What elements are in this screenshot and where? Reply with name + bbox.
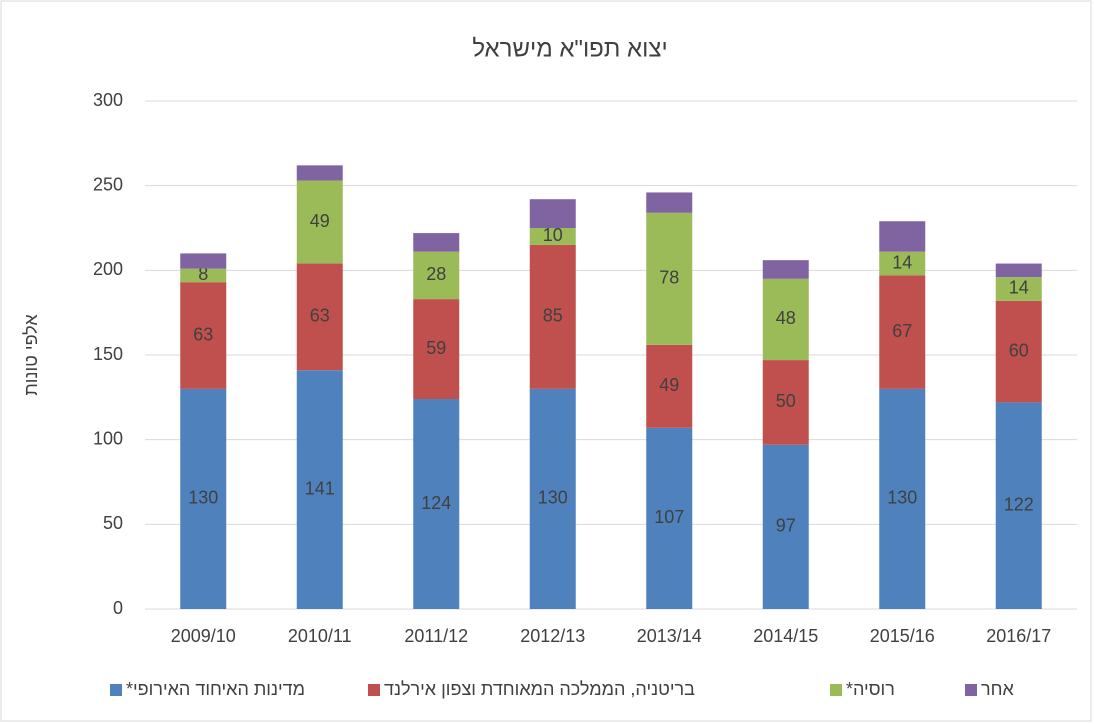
- bar-segment: [529, 244, 576, 389]
- bar-segment: [646, 344, 693, 428]
- data-label: 50: [776, 391, 796, 411]
- data-label: 28: [426, 264, 446, 284]
- bar-segment: [413, 399, 460, 609]
- bar-segment: [180, 253, 227, 269]
- x-tick-label: 2014/15: [753, 626, 818, 646]
- data-label: 97: [776, 516, 796, 536]
- legend-swatch: [830, 684, 842, 696]
- data-label: 130: [538, 488, 568, 508]
- legend-swatch: [110, 684, 122, 696]
- data-label: 85: [543, 306, 563, 326]
- data-label: 49: [310, 211, 330, 231]
- x-tick-label: 2012/13: [520, 626, 585, 646]
- data-label: 48: [776, 308, 796, 328]
- data-label: 63: [310, 306, 330, 326]
- y-tick-label: 50: [103, 513, 123, 533]
- y-tick-label: 100: [93, 428, 123, 448]
- data-label: 63: [193, 324, 213, 344]
- legend-swatch: [368, 684, 380, 696]
- data-label: 124: [421, 493, 451, 513]
- legend-label: מדינות האיחוד האירופי*: [126, 679, 305, 699]
- data-label: 8: [198, 264, 208, 284]
- data-label: 14: [1009, 278, 1029, 298]
- chart-title: יצוא תפו"א מישראל: [472, 35, 667, 62]
- data-label: 67: [892, 321, 912, 341]
- data-label: 130: [188, 488, 218, 508]
- bar-segment: [762, 260, 809, 279]
- legend-label: רוסיה*: [846, 679, 895, 699]
- bar-segment: [296, 165, 343, 181]
- bar-segment: [180, 268, 227, 283]
- bar-segment: [529, 388, 576, 609]
- bar-segment: [995, 277, 1042, 301]
- legend-label: אחר: [981, 679, 1014, 699]
- data-label: 78: [659, 268, 679, 288]
- x-tick-label: 2011/12: [404, 626, 468, 646]
- bar-segment: [762, 278, 809, 361]
- bar-segment: [296, 263, 343, 371]
- data-label: 10: [543, 225, 563, 245]
- bar-segment: [529, 199, 576, 228]
- bar-segment: [646, 192, 693, 213]
- y-tick-label: 150: [93, 344, 123, 364]
- bar-segment: [995, 263, 1042, 278]
- bar-segment: [995, 402, 1042, 609]
- bar-segment: [180, 388, 227, 609]
- y-tick-label: 300: [93, 90, 123, 110]
- bar-segment: [879, 221, 926, 252]
- data-label: 122: [1004, 494, 1034, 514]
- data-label: 49: [659, 375, 679, 395]
- bar-segment: [646, 212, 693, 345]
- data-label: 60: [1009, 340, 1029, 360]
- y-axis-label: אלפי טונות: [21, 314, 41, 396]
- y-tick-label: 250: [93, 174, 123, 194]
- legend-swatch: [965, 684, 977, 696]
- bar-segment: [879, 251, 926, 276]
- x-tick-label: 2016/17: [986, 626, 1051, 646]
- x-tick-label: 2013/14: [637, 626, 702, 646]
- bar-segment: [646, 427, 693, 609]
- data-label: 130: [887, 488, 917, 508]
- legend-label: בריטניה, הממלכה המאוחדת וצפון אירלנד: [384, 679, 695, 699]
- y-tick-label: 200: [93, 259, 123, 279]
- y-tick-label: 0: [113, 598, 123, 618]
- bar-segment: [413, 233, 460, 252]
- bar-segment: [879, 275, 926, 389]
- bar-segment: [180, 282, 227, 389]
- data-label: 107: [654, 507, 684, 527]
- bar-segment: [879, 388, 926, 609]
- bar-segment: [762, 360, 809, 445]
- bar-segment: [995, 300, 1042, 403]
- x-tick-label: 2010/11: [288, 626, 352, 646]
- bar-segment: [413, 299, 460, 400]
- x-tick-label: 2009/10: [171, 626, 236, 646]
- data-label: 14: [892, 252, 912, 272]
- bar-segment: [762, 444, 809, 609]
- data-label: 59: [426, 338, 446, 358]
- x-tick-label: 2015/16: [870, 626, 935, 646]
- bar-segment: [296, 180, 343, 264]
- data-label: 141: [305, 478, 335, 498]
- bar-segment: [413, 251, 460, 300]
- bar-segment: [529, 228, 576, 245]
- bar-segment: [296, 370, 343, 609]
